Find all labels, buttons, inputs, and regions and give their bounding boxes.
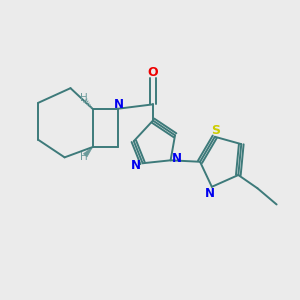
Text: H: H [80, 94, 88, 103]
Text: N: N [172, 152, 182, 165]
Text: N: N [114, 98, 124, 111]
Text: H: H [80, 152, 88, 162]
Text: S: S [211, 124, 220, 137]
Text: N: N [206, 187, 215, 200]
Polygon shape [83, 147, 93, 157]
Text: O: O [148, 66, 158, 79]
Text: N: N [131, 159, 141, 172]
